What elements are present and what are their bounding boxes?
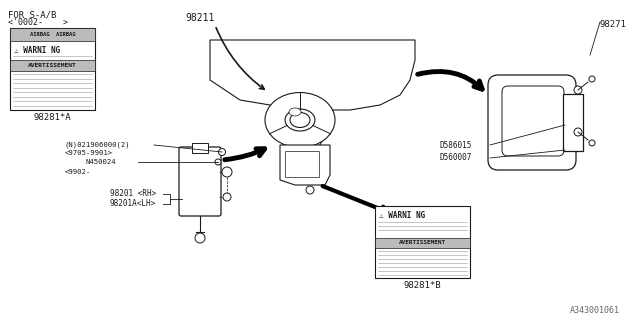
Text: AVERTISSEMENT: AVERTISSEMENT — [28, 63, 77, 68]
Circle shape — [222, 167, 232, 177]
Text: 98211: 98211 — [186, 13, 214, 23]
Text: 98281*B: 98281*B — [404, 282, 442, 291]
Circle shape — [589, 140, 595, 146]
Text: FOR S-A/B: FOR S-A/B — [8, 10, 56, 19]
Text: 98281*A: 98281*A — [34, 114, 71, 123]
Text: <'0002-    >: <'0002- > — [8, 18, 68, 27]
Bar — [10, 28, 95, 41]
Ellipse shape — [265, 92, 335, 148]
Text: ⚠ WARNI NG: ⚠ WARNI NG — [14, 45, 60, 54]
Text: D586015: D586015 — [440, 140, 472, 149]
Bar — [10, 60, 95, 71]
Bar — [375, 238, 470, 248]
Text: 98271: 98271 — [600, 20, 627, 29]
Text: (N)021906000(2): (N)021906000(2) — [65, 142, 131, 148]
Text: A343001061: A343001061 — [570, 306, 620, 315]
Text: <9902-: <9902- — [65, 169, 92, 175]
Circle shape — [574, 128, 582, 136]
Text: ⚠ WARNI NG: ⚠ WARNI NG — [379, 211, 425, 220]
Bar — [375, 206, 470, 278]
Circle shape — [215, 159, 221, 165]
Circle shape — [589, 76, 595, 82]
Text: AIRBAG  AIRBAG: AIRBAG AIRBAG — [29, 32, 76, 37]
Text: N450024: N450024 — [85, 159, 116, 165]
FancyArrowPatch shape — [216, 28, 264, 89]
Polygon shape — [210, 40, 415, 110]
Text: <9705-9901>: <9705-9901> — [65, 150, 113, 156]
FancyBboxPatch shape — [488, 75, 576, 170]
FancyArrowPatch shape — [225, 149, 265, 160]
Ellipse shape — [289, 108, 301, 116]
Circle shape — [223, 193, 231, 201]
FancyBboxPatch shape — [502, 86, 564, 156]
Text: 98201 <RH>: 98201 <RH> — [110, 189, 156, 198]
FancyBboxPatch shape — [179, 147, 221, 216]
Circle shape — [306, 186, 314, 194]
Ellipse shape — [290, 113, 310, 127]
Circle shape — [218, 148, 225, 156]
Circle shape — [574, 86, 582, 94]
Ellipse shape — [285, 109, 315, 131]
FancyBboxPatch shape — [192, 143, 208, 153]
Bar — [10, 28, 95, 110]
FancyBboxPatch shape — [285, 151, 319, 177]
FancyArrowPatch shape — [323, 186, 388, 213]
Text: D560007: D560007 — [440, 154, 472, 163]
Polygon shape — [275, 105, 325, 148]
Text: AVERTISSEMENT: AVERTISSEMENT — [399, 241, 446, 245]
Text: 98201A<LH>: 98201A<LH> — [110, 199, 156, 209]
Circle shape — [195, 233, 205, 243]
FancyArrowPatch shape — [418, 71, 482, 89]
FancyBboxPatch shape — [563, 94, 583, 151]
Polygon shape — [280, 145, 330, 185]
